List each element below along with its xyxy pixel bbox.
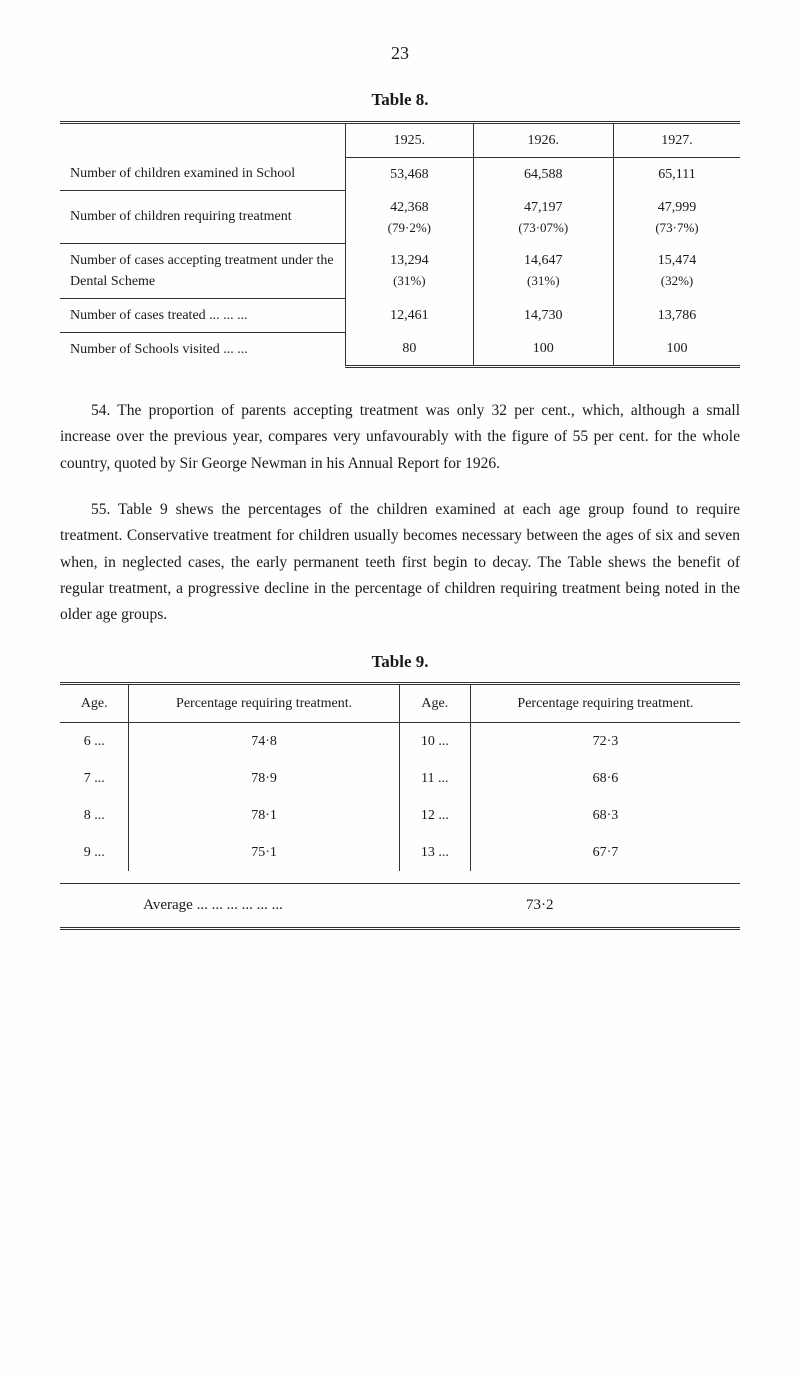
table8-cell: 13,294(31%) [346,243,474,298]
table8-year-0: 1925. [346,122,474,157]
table9-cell: 7 ... [60,760,129,797]
table9-average-row: Average ... ... ... ... ... ... 73·2 [60,883,740,930]
table8-row-label: Number of Schools visited ... ... [60,332,346,367]
table9-cell: 67·7 [470,834,740,871]
table8-cell: 100 [613,332,740,367]
table8-cell: 47,999(73·7%) [613,191,740,244]
paragraph-54: 54. The proportion of parents accepting … [60,398,740,477]
table8-year-2: 1927. [613,122,740,157]
table9-cell: 12 ... [399,797,470,834]
table9-title: Table 9. [60,649,740,675]
table8-cell: 53,468 [346,157,474,191]
table9-cell: 13 ... [399,834,470,871]
table8-cell: 13,786 [613,298,740,332]
table8-cell: 65,111 [613,157,740,191]
table8-cell: 80 [346,332,474,367]
table8: 1925. 1926. 1927. Number of children exa… [60,121,740,369]
table9-cell: 6 ... [60,723,129,761]
table8-cell: 64,588 [473,157,613,191]
table9-cell: 78·1 [129,797,399,834]
table8-cell: 47,197(73·07%) [473,191,613,244]
table9-col-2: Age. [399,684,470,723]
table9-cell: 74·8 [129,723,399,761]
table9-cell: 10 ... [399,723,470,761]
table9-cell: 68·3 [470,797,740,834]
paragraph-55: 55. Table 9 shews the percentages of the… [60,497,740,629]
table9-col-1: Percentage requiring treatment. [129,684,399,723]
table9-cell: 11 ... [399,760,470,797]
table9-cell: 72·3 [470,723,740,761]
table9-cell: 78·9 [129,760,399,797]
table8-row-label: Number of children examined in School [60,157,346,191]
table8-row-label: Number of children requiring treatment [60,191,346,244]
table8-title: Table 8. [60,87,740,113]
table8-cell: 12,461 [346,298,474,332]
table8-cell: 42,368(79·2%) [346,191,474,244]
table9-avg-value: 73·2 [370,894,710,917]
page-number: 23 [60,40,740,67]
table8-cell: 14,730 [473,298,613,332]
table9-cell: 8 ... [60,797,129,834]
table8-year-1: 1926. [473,122,613,157]
table8-row-label: Number of cases accepting treatment unde… [60,243,346,298]
table8-cell: 100 [473,332,613,367]
table9-col-3: Percentage requiring treatment. [470,684,740,723]
table9-col-0: Age. [60,684,129,723]
table9: Age. Percentage requiring treatment. Age… [60,682,740,871]
table9-avg-label: Average ... ... ... ... ... ... [60,894,366,917]
table8-cell: 15,474(32%) [613,243,740,298]
table9-cell: 68·6 [470,760,740,797]
table9-cell: 75·1 [129,834,399,871]
table8-cell: 14,647(31%) [473,243,613,298]
table8-row-label: Number of cases treated ... ... ... [60,298,346,332]
table9-cell: 9 ... [60,834,129,871]
